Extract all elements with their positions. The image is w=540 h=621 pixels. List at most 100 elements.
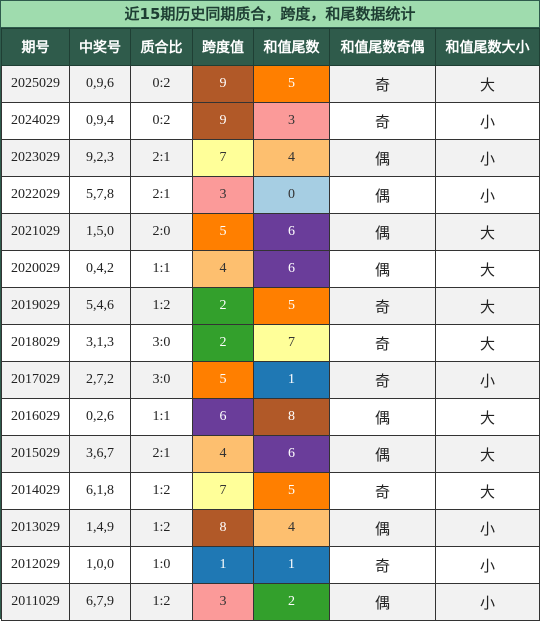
cell-numbers: 1,0,0: [69, 546, 131, 584]
cell-ratio: 1:2: [130, 583, 193, 621]
cell-ratio: 1:1: [130, 250, 193, 288]
header-parity: 和值尾数奇偶: [329, 28, 436, 66]
cell-issue: 2012029: [1, 546, 70, 584]
cell-parity: 奇: [329, 361, 436, 399]
cell-size: 大: [435, 65, 540, 103]
cell-ratio: 2:0: [130, 213, 193, 251]
table-row: 2012029 1,0,0 1:0 1 1 奇小: [1, 546, 540, 584]
cell-span: 6: [192, 398, 254, 436]
cell-tail: 6: [253, 435, 330, 473]
cell-issue: 2025029: [1, 65, 70, 103]
cell-parity: 奇: [329, 472, 436, 510]
cell-ratio: 0:2: [130, 102, 193, 140]
cell-size: 小: [435, 361, 540, 399]
table-row: 2021029 1,5,0 2:0 5 6 偶大: [1, 213, 540, 251]
table-row: 2025029 0,9,6 0:2 9 5 奇大: [1, 65, 540, 103]
cell-numbers: 6,7,9: [69, 583, 131, 621]
cell-size: 小: [435, 139, 540, 177]
cell-span: 1: [192, 546, 254, 584]
header-span: 跨度值: [192, 28, 254, 66]
cell-numbers: 6,1,8: [69, 472, 131, 510]
cell-parity: 奇: [329, 102, 436, 140]
cell-issue: 2014029: [1, 472, 70, 510]
cell-span: 9: [192, 65, 254, 103]
table-row: 2020029 0,4,2 1:1 4 6 偶大: [1, 250, 540, 288]
cell-size: 大: [435, 213, 540, 251]
cell-numbers: 5,4,6: [69, 287, 131, 325]
cell-issue: 2024029: [1, 102, 70, 140]
cell-span: 5: [192, 213, 254, 251]
cell-ratio: 2:1: [130, 176, 193, 214]
cell-issue: 2013029: [1, 509, 70, 547]
cell-size: 大: [435, 472, 540, 510]
cell-parity: 偶: [329, 139, 436, 177]
cell-numbers: 3,1,3: [69, 324, 131, 362]
cell-numbers: 0,9,4: [69, 102, 131, 140]
table-row: 2015029 3,6,7 2:1 4 6 偶大: [1, 435, 540, 473]
cell-parity: 奇: [329, 546, 436, 584]
cell-numbers: 5,7,8: [69, 176, 131, 214]
table-body: 2025029 0,9,6 0:2 9 5 奇大 2024029 0,9,4 0:2 9 3 奇小 20…: [1, 65, 540, 621]
cell-span: 2: [192, 324, 254, 362]
header-row: 期号 中奖号 质合比 跨度值 和值尾数 和值尾数奇偶 和值尾数大小: [1, 28, 540, 66]
cell-parity: 偶: [329, 583, 436, 621]
cell-numbers: 2,7,2: [69, 361, 131, 399]
cell-issue: 2021029: [1, 213, 70, 251]
cell-issue: 2011029: [1, 583, 70, 621]
cell-tail: 0: [253, 176, 330, 214]
cell-span: 8: [192, 509, 254, 547]
cell-span: 7: [192, 139, 254, 177]
cell-parity: 偶: [329, 398, 436, 436]
cell-tail: 4: [253, 139, 330, 177]
cell-issue: 2023029: [1, 139, 70, 177]
cell-parity: 偶: [329, 250, 436, 288]
cell-ratio: 1:1: [130, 398, 193, 436]
cell-numbers: 1,5,0: [69, 213, 131, 251]
cell-ratio: 1:2: [130, 509, 193, 547]
cell-span: 2: [192, 287, 254, 325]
cell-span: 5: [192, 361, 254, 399]
table-row: 2023029 9,2,3 2:1 7 4 偶小: [1, 139, 540, 177]
cell-ratio: 1:2: [130, 287, 193, 325]
cell-parity: 偶: [329, 176, 436, 214]
cell-ratio: 3:0: [130, 324, 193, 362]
cell-issue: 2015029: [1, 435, 70, 473]
header-issue: 期号: [1, 28, 70, 66]
cell-tail: 5: [253, 287, 330, 325]
cell-ratio: 1:2: [130, 472, 193, 510]
cell-numbers: 9,2,3: [69, 139, 131, 177]
cell-span: 7: [192, 472, 254, 510]
header-ratio: 质合比: [130, 28, 193, 66]
header-numbers: 中奖号: [69, 28, 131, 66]
cell-tail: 5: [253, 472, 330, 510]
cell-ratio: 1:0: [130, 546, 193, 584]
cell-span: 9: [192, 102, 254, 140]
table-row: 2011029 6,7,9 1:2 3 2 偶小: [1, 583, 540, 621]
table-row: 2014029 6,1,8 1:2 7 5 奇大: [1, 472, 540, 510]
cell-size: 小: [435, 102, 540, 140]
stats-table: 期号 中奖号 质合比 跨度值 和值尾数 和值尾数奇偶 和值尾数大小 202502…: [1, 28, 540, 621]
table-row: 2018029 3,1,3 3:0 2 7 奇大: [1, 324, 540, 362]
cell-size: 小: [435, 546, 540, 584]
cell-numbers: 3,6,7: [69, 435, 131, 473]
cell-size: 小: [435, 583, 540, 621]
cell-tail: 3: [253, 102, 330, 140]
cell-numbers: 1,4,9: [69, 509, 131, 547]
cell-parity: 偶: [329, 509, 436, 547]
table-row: 2024029 0,9,4 0:2 9 3 奇小: [1, 102, 540, 140]
cell-numbers: 0,4,2: [69, 250, 131, 288]
cell-numbers: 0,9,6: [69, 65, 131, 103]
cell-parity: 奇: [329, 324, 436, 362]
cell-tail: 7: [253, 324, 330, 362]
cell-size: 大: [435, 398, 540, 436]
cell-size: 小: [435, 509, 540, 547]
cell-ratio: 0:2: [130, 65, 193, 103]
table-row: 2017029 2,7,2 3:0 5 1 奇小: [1, 361, 540, 399]
cell-issue: 2022029: [1, 176, 70, 214]
cell-ratio: 2:1: [130, 139, 193, 177]
cell-issue: 2020029: [1, 250, 70, 288]
cell-span: 4: [192, 435, 254, 473]
cell-tail: 6: [253, 250, 330, 288]
cell-tail: 5: [253, 65, 330, 103]
